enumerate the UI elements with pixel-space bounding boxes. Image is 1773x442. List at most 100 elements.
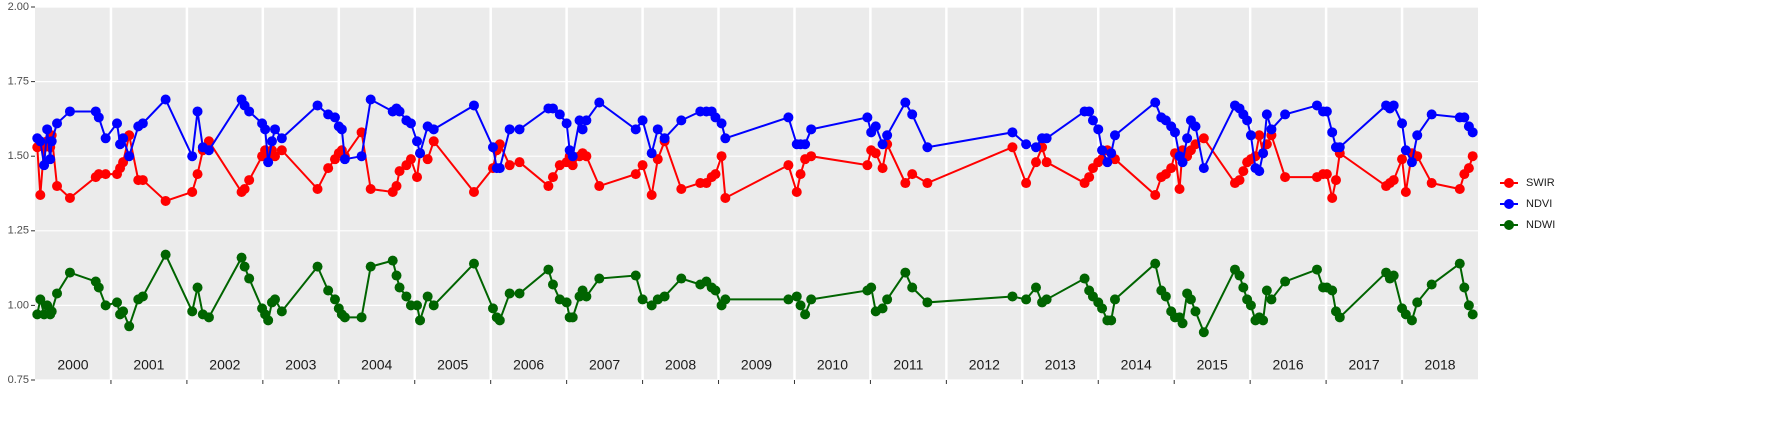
data-point [800, 309, 811, 320]
data-point [630, 270, 641, 281]
data-point [1030, 282, 1041, 293]
data-point [652, 124, 663, 135]
data-point [356, 151, 367, 162]
data-point [394, 106, 405, 117]
data-point [659, 291, 670, 302]
year-label: 2001 [133, 357, 164, 373]
year-label: 2012 [969, 357, 1000, 373]
data-point [1400, 145, 1411, 156]
data-point [428, 300, 439, 311]
data-point [260, 124, 271, 135]
data-point [543, 264, 554, 275]
year-label: 2003 [285, 357, 316, 373]
data-point [1388, 175, 1399, 186]
year-label: 2008 [665, 357, 696, 373]
data-point [323, 285, 334, 296]
data-point [676, 273, 687, 284]
data-point [1021, 294, 1032, 305]
data-point [405, 154, 416, 165]
data-point [1258, 148, 1269, 159]
data-point [554, 109, 565, 120]
legend-dot [1504, 178, 1514, 188]
data-point [365, 261, 376, 272]
data-point [716, 151, 727, 162]
data-point [1041, 294, 1052, 305]
data-point [1166, 163, 1177, 174]
data-point [1160, 291, 1171, 302]
data-point [1182, 133, 1193, 144]
data-point [244, 106, 255, 117]
data-point [882, 130, 893, 141]
data-point [637, 160, 648, 171]
y-tick-label: 2.00 [8, 1, 29, 13]
data-point [35, 189, 46, 200]
data-point [339, 312, 350, 323]
data-point [93, 282, 104, 293]
data-point [391, 270, 402, 281]
year-label: 2000 [57, 357, 88, 373]
data-point [494, 315, 505, 326]
data-point [487, 142, 498, 153]
year-label: 2005 [437, 357, 468, 373]
data-point [710, 285, 721, 296]
data-point [581, 291, 592, 302]
data-point [630, 124, 641, 135]
y-tick-label: 1.50 [8, 150, 29, 162]
data-point [1426, 109, 1437, 120]
data-point [1174, 184, 1185, 195]
data-point [336, 124, 347, 135]
data-point [468, 100, 479, 111]
data-point [1109, 294, 1120, 305]
data-point [1150, 258, 1161, 269]
year-label: 2011 [893, 357, 923, 373]
data-point [1234, 270, 1245, 281]
year-label: 2017 [1349, 357, 1380, 373]
data-point [263, 315, 274, 326]
data-point [1093, 124, 1104, 135]
data-point [1406, 315, 1417, 326]
data-point [1198, 327, 1209, 338]
data-point [1198, 163, 1209, 174]
data-point [1079, 273, 1090, 284]
data-point [93, 112, 104, 123]
data-point [35, 294, 46, 305]
data-point [1177, 157, 1188, 168]
data-point [791, 291, 802, 302]
data-point [1321, 106, 1332, 117]
data-point [806, 294, 817, 305]
year-label: 2002 [209, 357, 240, 373]
year-label: 2016 [1273, 357, 1304, 373]
data-point [1327, 127, 1338, 138]
data-point [1261, 285, 1272, 296]
data-point [1041, 133, 1052, 144]
year-label: 2007 [589, 357, 620, 373]
data-point [1084, 172, 1095, 183]
data-point [862, 112, 873, 123]
data-point [514, 124, 525, 135]
data-point [236, 252, 247, 263]
data-point [46, 306, 57, 317]
data-point [1007, 291, 1018, 302]
data-point [1463, 163, 1474, 174]
data-point [594, 97, 605, 108]
data-point [244, 273, 255, 284]
data-point [160, 195, 171, 206]
data-point [1412, 130, 1423, 141]
data-point [1106, 148, 1117, 159]
data-point [387, 255, 398, 266]
data-point [1467, 309, 1478, 320]
data-point [312, 100, 323, 111]
data-point [720, 133, 731, 144]
data-point [866, 282, 877, 293]
data-point [877, 139, 888, 150]
data-point [93, 169, 104, 180]
data-point [676, 184, 687, 195]
data-point [118, 306, 129, 317]
data-point [1097, 303, 1108, 314]
data-point [900, 97, 911, 108]
data-point [112, 118, 123, 129]
data-point [547, 279, 558, 290]
legend-dot [1504, 220, 1514, 230]
data-point [1238, 282, 1249, 293]
data-point [468, 258, 479, 269]
